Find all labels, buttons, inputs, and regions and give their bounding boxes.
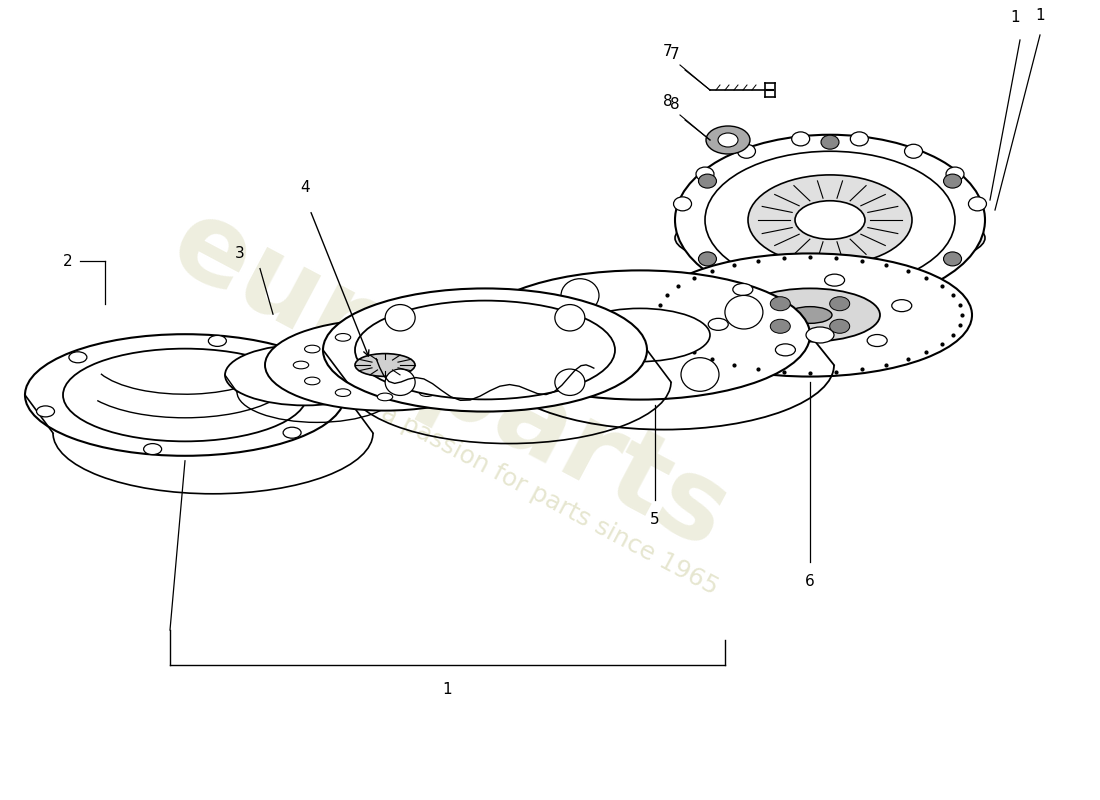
Ellipse shape <box>673 197 692 211</box>
Ellipse shape <box>554 369 585 395</box>
Ellipse shape <box>36 406 55 417</box>
Ellipse shape <box>570 308 710 362</box>
Ellipse shape <box>748 175 912 265</box>
Ellipse shape <box>355 301 615 399</box>
Ellipse shape <box>904 144 923 158</box>
Ellipse shape <box>63 349 307 442</box>
Ellipse shape <box>733 283 752 295</box>
Ellipse shape <box>25 334 345 456</box>
Ellipse shape <box>806 327 834 343</box>
Ellipse shape <box>770 319 790 334</box>
Text: 7: 7 <box>670 47 680 62</box>
Ellipse shape <box>561 278 600 312</box>
Ellipse shape <box>336 389 351 397</box>
Ellipse shape <box>740 289 880 342</box>
Ellipse shape <box>385 305 415 331</box>
Ellipse shape <box>208 335 227 346</box>
Ellipse shape <box>554 305 585 331</box>
Text: a passion for parts since 1965: a passion for parts since 1965 <box>377 401 723 599</box>
Ellipse shape <box>305 346 320 353</box>
Ellipse shape <box>144 443 162 454</box>
Text: 6: 6 <box>805 574 815 589</box>
Ellipse shape <box>265 319 505 410</box>
Ellipse shape <box>305 377 320 385</box>
Ellipse shape <box>675 134 984 306</box>
Ellipse shape <box>450 346 465 353</box>
Ellipse shape <box>696 167 714 181</box>
Text: 8: 8 <box>663 94 673 110</box>
Ellipse shape <box>788 306 832 323</box>
Ellipse shape <box>706 126 750 154</box>
Ellipse shape <box>336 334 351 341</box>
Ellipse shape <box>968 197 987 211</box>
Ellipse shape <box>821 135 839 149</box>
Ellipse shape <box>829 297 849 310</box>
Ellipse shape <box>323 289 647 411</box>
Ellipse shape <box>377 393 393 401</box>
Ellipse shape <box>419 389 435 397</box>
Ellipse shape <box>892 300 912 312</box>
Text: 1: 1 <box>1010 10 1020 25</box>
Ellipse shape <box>283 427 301 438</box>
Ellipse shape <box>278 365 332 386</box>
Ellipse shape <box>825 274 845 286</box>
Ellipse shape <box>648 254 972 377</box>
Ellipse shape <box>946 167 964 181</box>
Ellipse shape <box>795 201 865 239</box>
Ellipse shape <box>377 330 393 337</box>
Text: 7: 7 <box>663 45 673 59</box>
Ellipse shape <box>461 361 476 369</box>
Ellipse shape <box>776 344 795 356</box>
Ellipse shape <box>294 361 309 369</box>
Ellipse shape <box>698 174 716 188</box>
Ellipse shape <box>705 151 955 289</box>
Ellipse shape <box>450 377 465 385</box>
Ellipse shape <box>355 354 415 377</box>
Ellipse shape <box>316 373 333 384</box>
Ellipse shape <box>419 334 435 341</box>
Text: 2: 2 <box>63 254 73 269</box>
Ellipse shape <box>792 132 810 146</box>
Text: 4: 4 <box>300 179 310 194</box>
Ellipse shape <box>470 270 810 399</box>
Text: 8: 8 <box>670 97 680 112</box>
Ellipse shape <box>675 204 984 272</box>
Ellipse shape <box>708 318 728 330</box>
Ellipse shape <box>226 345 385 406</box>
Ellipse shape <box>718 133 738 147</box>
Text: europarts: europarts <box>154 189 746 571</box>
Ellipse shape <box>681 358 719 391</box>
Ellipse shape <box>867 334 888 346</box>
Text: 5: 5 <box>650 512 660 527</box>
Text: 1: 1 <box>442 682 452 698</box>
Ellipse shape <box>517 341 556 374</box>
Ellipse shape <box>698 252 716 266</box>
Text: 1: 1 <box>1035 7 1045 22</box>
Ellipse shape <box>944 174 961 188</box>
Ellipse shape <box>829 319 849 334</box>
Ellipse shape <box>446 327 474 343</box>
Ellipse shape <box>850 132 868 146</box>
Ellipse shape <box>69 352 87 362</box>
Ellipse shape <box>821 291 839 305</box>
Ellipse shape <box>770 297 790 310</box>
Text: 3: 3 <box>235 246 245 261</box>
Ellipse shape <box>944 252 961 266</box>
Ellipse shape <box>725 295 763 329</box>
Ellipse shape <box>737 144 756 158</box>
Ellipse shape <box>385 369 415 395</box>
